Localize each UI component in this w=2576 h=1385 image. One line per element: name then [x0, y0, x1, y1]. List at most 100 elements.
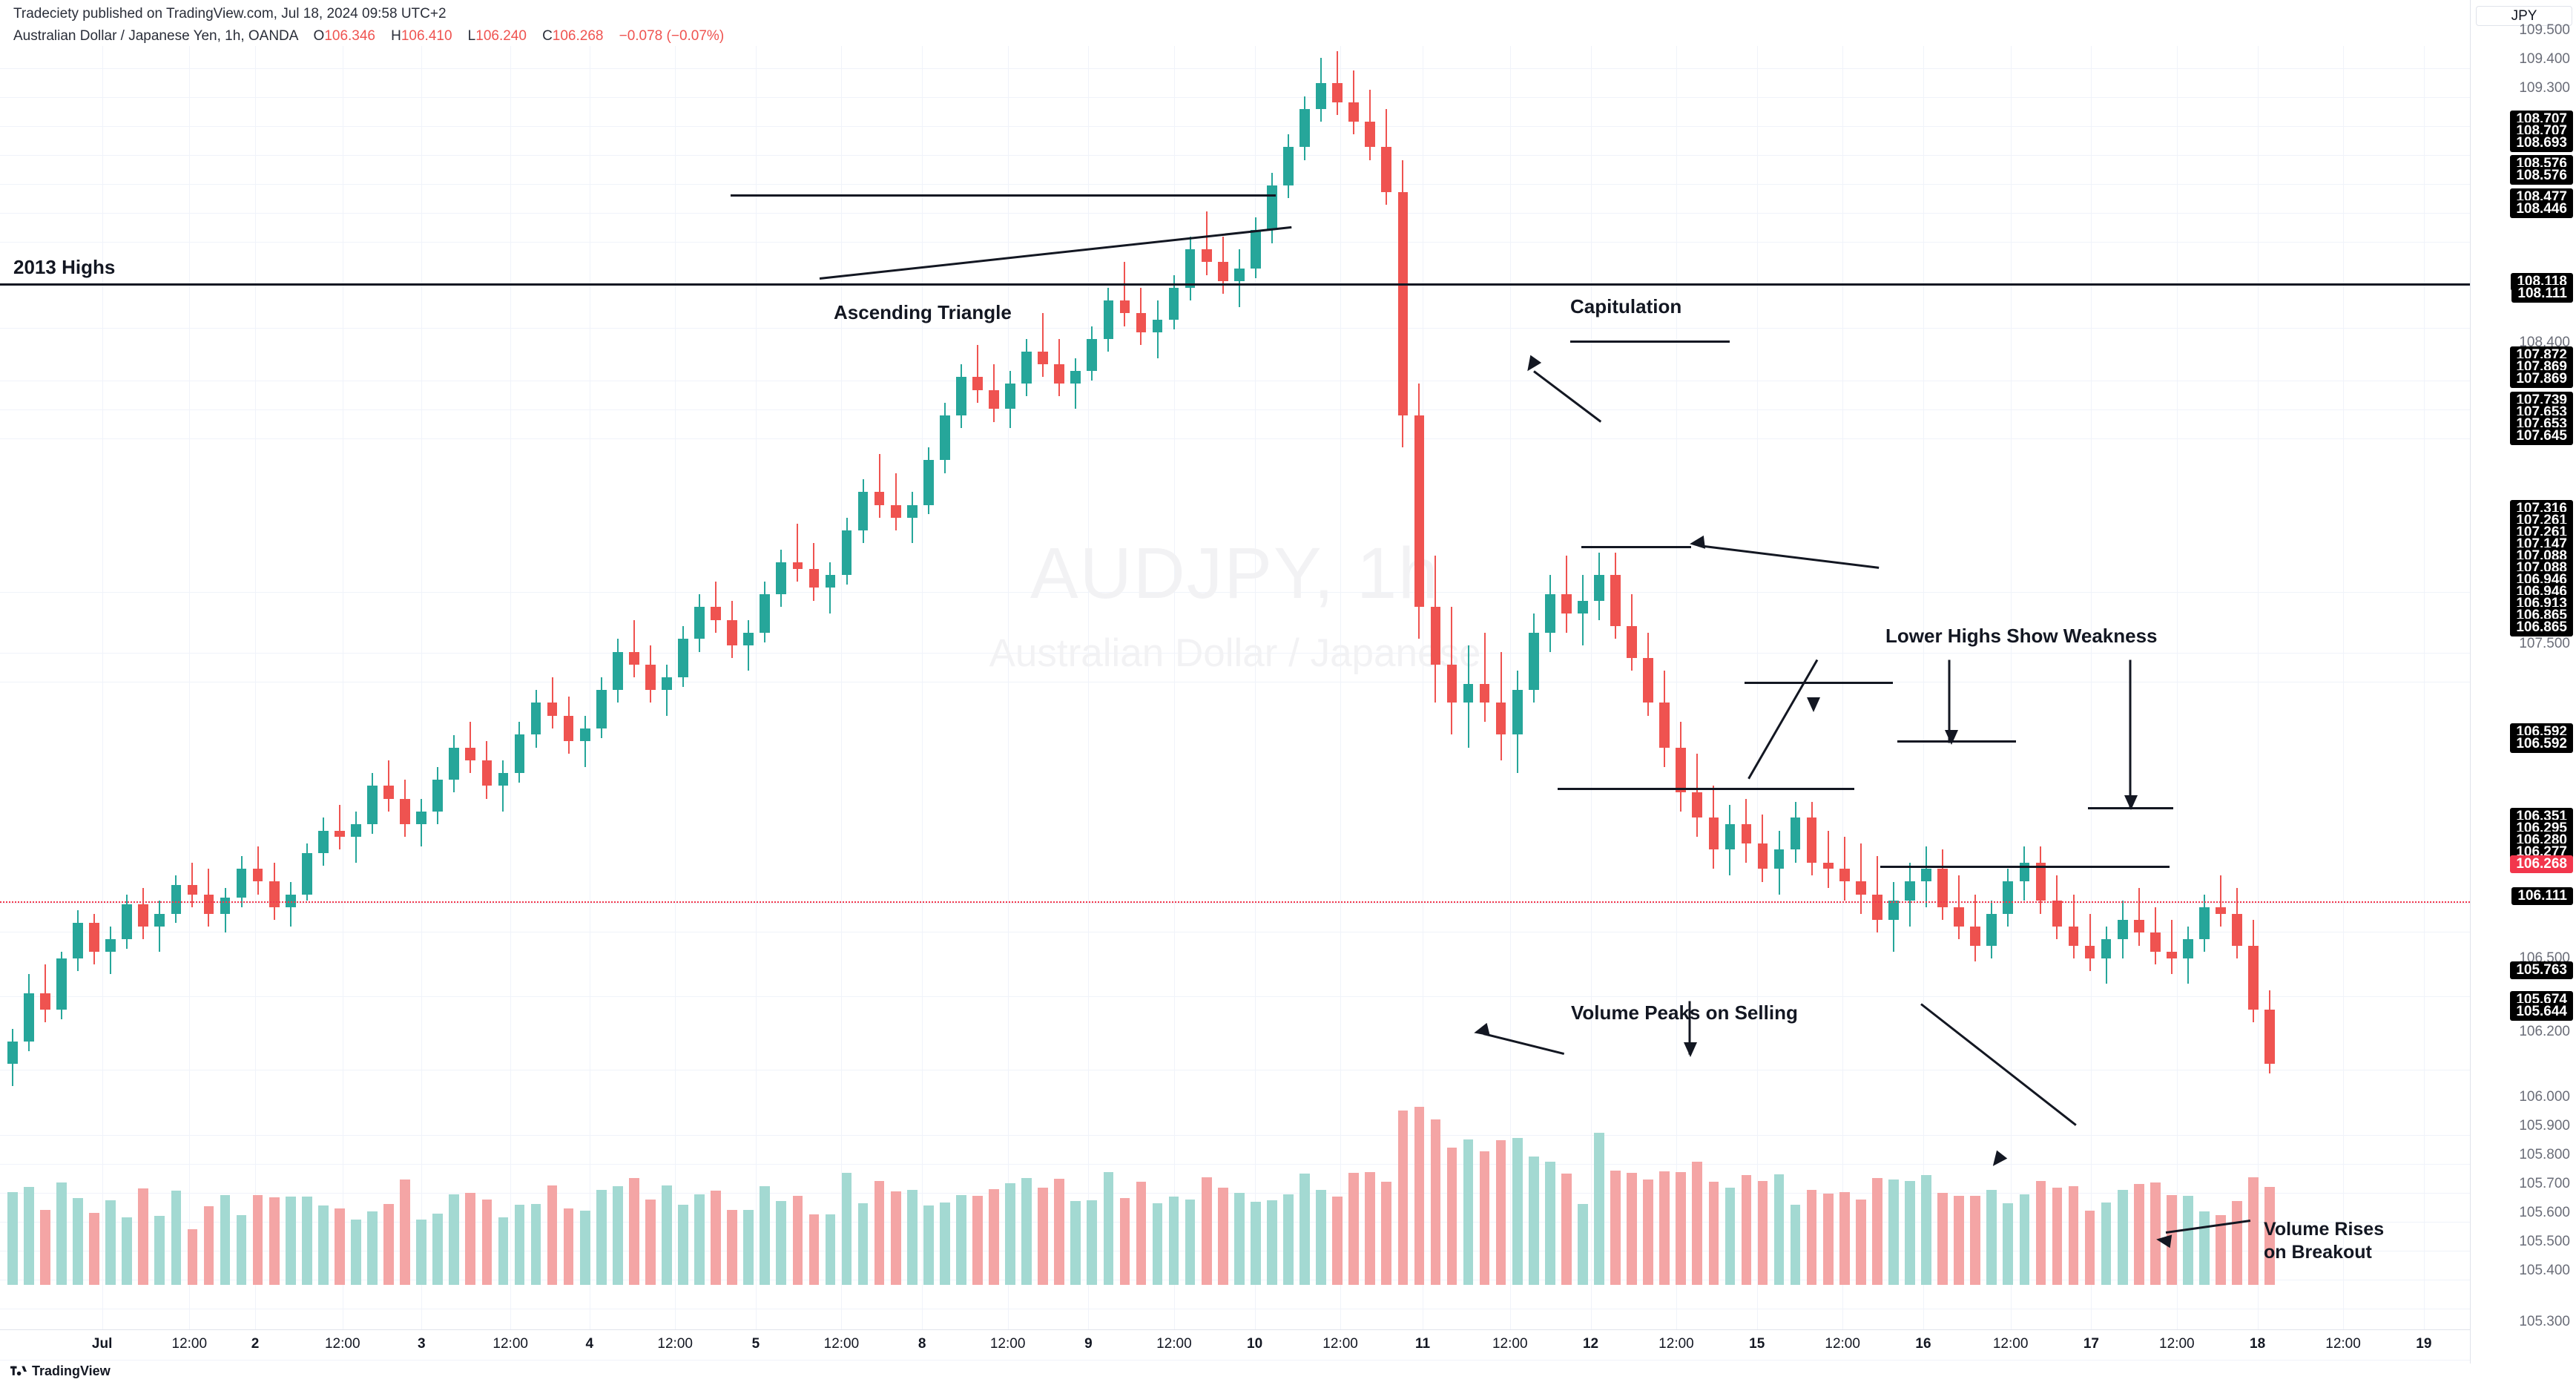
annotation-volume-peaks[interactable]: Volume Peaks on Selling: [1571, 1001, 1798, 1024]
candle: [1773, 830, 1785, 895]
candle: [1528, 613, 1539, 703]
annotation-ascending-triangle[interactable]: Ascending Triangle: [834, 301, 1012, 323]
time-axis[interactable]: Jul 12:00 2 12:00 3 12:00 4 12:00 5 12:00 8 12:00 9 1…: [0, 1329, 2470, 1359]
annotation-volume-rises[interactable]: Volume Rises on Breakout: [2264, 1218, 2384, 1265]
lower-high-level-2[interactable]: [1745, 682, 1893, 684]
price-level-badge[interactable]: 108.111: [2511, 285, 2573, 303]
candle-body: [1038, 351, 1048, 365]
volume-bar: [24, 1187, 34, 1285]
candle: [890, 473, 901, 530]
candle-body: [711, 607, 721, 620]
volume-bar: [301, 1197, 312, 1285]
price-level-badge[interactable]: 108.576: [2510, 167, 2573, 185]
candle-body: [416, 811, 426, 824]
gridline-vertical: [2343, 46, 2345, 1329]
volume-bar: [1643, 1180, 1653, 1285]
gridline-vertical: [421, 46, 423, 1329]
volume-bar: [1430, 1119, 1441, 1285]
candle: [514, 722, 525, 783]
candle-body: [498, 773, 509, 786]
volume-bar: [792, 1196, 803, 1285]
candle: [1676, 722, 1687, 812]
volume-pane[interactable]: [0, 972, 2470, 1329]
candle-body: [1495, 703, 1506, 735]
candle: [1185, 237, 1196, 301]
volume-bar: [335, 1208, 345, 1285]
volume-bar: [1446, 1147, 1457, 1285]
candle: [1365, 90, 1376, 160]
last-price-badge[interactable]: 106.268: [2510, 855, 2573, 873]
price-level-badge[interactable]: 106.111: [2511, 887, 2573, 905]
candle-body: [1970, 926, 1981, 946]
candle-body: [2052, 901, 2063, 927]
volume-bar: [1479, 1151, 1490, 1285]
candle: [1692, 754, 1703, 838]
volume-bar: [351, 1220, 361, 1285]
lower-high-level-4[interactable]: [2088, 807, 2173, 809]
candle: [825, 562, 836, 613]
candle: [1986, 901, 1997, 958]
time-tick-label: 12:00: [1992, 1336, 2029, 1352]
candle: [629, 619, 639, 677]
price-level-badge[interactable]: 105.763: [2510, 961, 2573, 979]
symbol-title[interactable]: Australian Dollar / Japanese Yen, 1h, OA…: [13, 28, 298, 44]
triangle-upper-resistance[interactable]: [731, 194, 1276, 197]
volume-bar: [2264, 1187, 2275, 1285]
price-level-badge[interactable]: 106.865: [2510, 619, 2573, 636]
volume-bar: [465, 1192, 476, 1285]
volume-bar: [1397, 1111, 1409, 1285]
candle-body: [138, 904, 149, 927]
candle: [122, 894, 133, 949]
price-level-badge[interactable]: 107.645: [2510, 427, 2573, 445]
volume-bar: [596, 1190, 607, 1285]
annotation-capitulation[interactable]: Capitulation: [1570, 295, 1682, 318]
support-shelf-upper[interactable]: [1558, 788, 1854, 790]
candle-wick: [2089, 913, 2091, 972]
candle-body: [1316, 83, 1326, 109]
candle-body: [1233, 269, 1245, 282]
price-axis[interactable]: JPY 109.500109.400109.300109.200109.1001…: [2470, 0, 2576, 1363]
volume-bar: [694, 1194, 705, 1285]
price-level-badge[interactable]: 108.446: [2510, 200, 2573, 218]
time-tick-label: 9: [1084, 1336, 1093, 1352]
candle: [776, 549, 787, 608]
volume-bar: [171, 1191, 182, 1285]
candle: [1954, 875, 1964, 939]
gridline-vertical: [189, 46, 191, 1329]
candle: [1806, 801, 1817, 875]
gridline-vertical: [2010, 46, 2012, 1329]
volume-bar: [1217, 1188, 1228, 1285]
volume-bar: [481, 1199, 493, 1285]
lower-high-level-1[interactable]: [1581, 546, 1691, 548]
annotation-2013-highs[interactable]: 2013 Highs: [13, 256, 116, 278]
volume-rises-arrow-head: [2155, 1232, 2173, 1249]
candle: [383, 760, 394, 812]
volume-bar: [73, 1197, 83, 1285]
volume-bar: [563, 1208, 574, 1285]
price-level-badge[interactable]: 106.592: [2510, 735, 2573, 753]
candle-body: [24, 993, 34, 1042]
gridline-horizontal: [0, 328, 2470, 329]
candle-wick: [748, 619, 750, 671]
volume-bar: [1512, 1137, 1523, 1285]
volume-bar: [760, 1185, 771, 1285]
candle: [530, 690, 541, 748]
price-level-badge[interactable]: 108.693: [2510, 134, 2573, 152]
lower-high-level-3[interactable]: [1897, 740, 2016, 743]
candle: [645, 645, 656, 703]
candle: [1201, 211, 1212, 275]
support-shelf-lower[interactable]: [1880, 866, 2170, 868]
candle-body: [432, 779, 444, 812]
price-chart-pane[interactable]: AUDJPY, 1h Australian Dollar / Japanese …: [0, 46, 2470, 1361]
annotation-lower-highs[interactable]: Lower Highs Show Weakness: [1885, 625, 2158, 647]
candle-wick: [2138, 888, 2140, 946]
candle-body: [2101, 938, 2112, 958]
publisher-line: Tradeciety published on TradingView.com,…: [13, 6, 447, 22]
horizontal-line-2013-highs[interactable]: [0, 283, 2470, 286]
price-level-badge[interactable]: 107.869: [2510, 370, 2573, 388]
tradingview-logo[interactable]: TradingView: [10, 1363, 111, 1379]
price-level-badge[interactable]: 105.644: [2510, 1003, 2573, 1021]
candle-body: [2117, 920, 2128, 939]
currency-badge[interactable]: JPY: [2476, 6, 2572, 26]
candle-body: [825, 575, 836, 588]
